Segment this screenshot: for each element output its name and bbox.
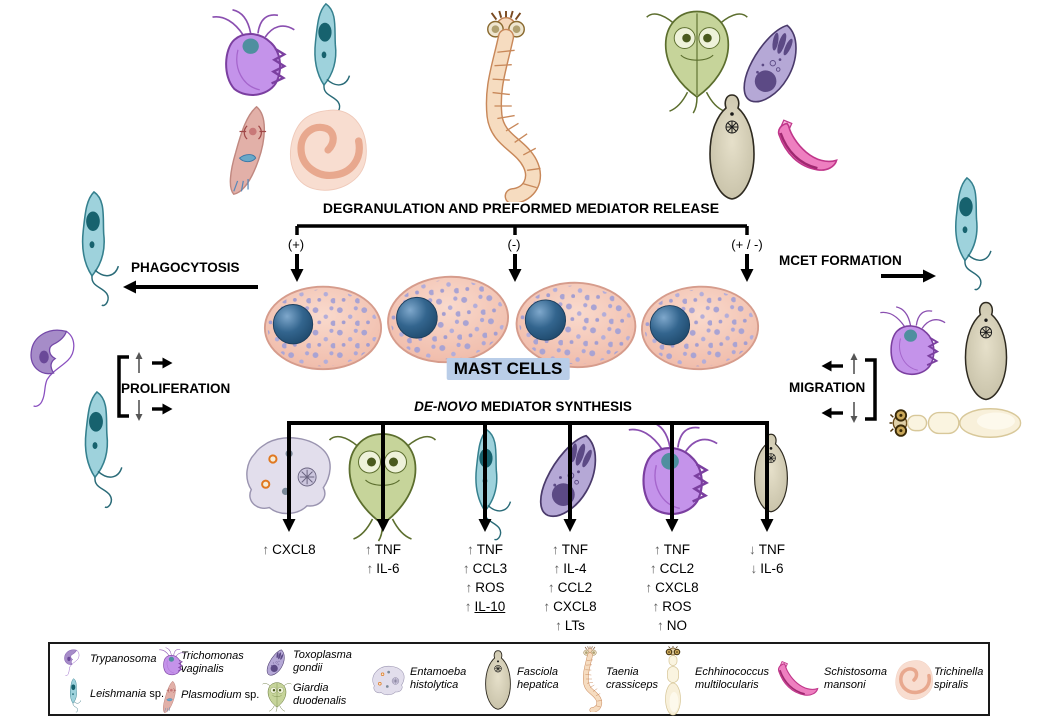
legend-label: Plasmodium sp.: [181, 689, 260, 701]
mediator-line: ↑ TNF: [654, 542, 690, 557]
taenia-crassiceps-icon: [452, 10, 560, 202]
degranulation-bracket: [295, 224, 749, 235]
mast-cells-label: MAST CELLS: [446, 358, 570, 380]
legend-label: Trichinella spiralis: [934, 666, 984, 691]
plasmodium-icon: [220, 103, 278, 198]
trypanosoma-icon: [56, 648, 90, 678]
mediator-line: ↑ LTs: [555, 618, 585, 633]
legend-label: Echhinococcus multilocularis: [695, 666, 769, 691]
mediator-line: ↑ ROS: [465, 580, 505, 595]
toxoplasma-gondii-icon: [530, 430, 608, 525]
trichinella-spiralis-icon: [892, 658, 936, 702]
leishmania-icon: [928, 176, 1002, 296]
legend-label: Fasciola hepatica: [517, 666, 559, 691]
mediator-line: ↓ IL-6: [750, 561, 784, 576]
leishmania-icon: [60, 678, 86, 714]
legend-label: Trypanosoma: [90, 653, 157, 665]
sign-negative: (-): [507, 237, 521, 252]
trichomonas-vaginalis-icon: [622, 420, 722, 528]
proliferation-label: PROLIFERATION: [121, 381, 231, 396]
mediator-line: ↑ CXCL8: [262, 542, 316, 557]
fasciola-hepatica-icon: [958, 296, 1014, 406]
leishmania-icon: [456, 428, 514, 546]
fasciola-hepatica-icon: [481, 649, 515, 711]
mediator-line: ↑ CCL2: [547, 580, 593, 595]
trichomonas-vaginalis-icon: [200, 8, 305, 108]
mediator-line: ↑ NO: [657, 618, 687, 633]
echinococcus-multilocularis-icon: [886, 404, 1026, 442]
legend-label: Taenia crassiceps: [606, 666, 658, 691]
mediator-line: ↑ CXCL8: [543, 599, 597, 614]
legend-label: Trichomonas vaginalis: [181, 650, 244, 675]
schistosoma-mansoni-icon: [768, 658, 822, 704]
phagocytosis-label: PHAGOCYTOSIS: [131, 260, 240, 275]
denovo-title-italic: DE-NOVO: [414, 399, 478, 414]
plasmodium-icon: [157, 680, 183, 714]
legend-label: Entamoeba histolytica: [410, 666, 467, 691]
mast-cell: [381, 268, 515, 370]
mediator-list-entamoeba: ↑ CXCL8: [262, 540, 315, 559]
echinococcus-multilocularis-icon: [662, 646, 684, 716]
mediator-list-toxoplasma: ↑ TNF ↑ IL-4 ↑ CCL2 ↑ CXCL8 ↑ LTs: [543, 540, 596, 635]
leishmania-icon: [62, 390, 128, 514]
entamoeba-histolytica-icon: [370, 664, 408, 698]
mediator-line: ↑ IL-10: [464, 599, 506, 614]
legend-label: Leishmania sp.: [90, 688, 164, 700]
mediator-line: ↑ CCL3: [462, 561, 508, 576]
denovo-synthesis-title: DE-NOVO MEDIATOR SYNTHESIS: [414, 399, 632, 414]
fasciola-hepatica-icon: [700, 92, 764, 202]
migration-label: MIGRATION: [789, 380, 866, 395]
mediator-line: ↑ TNF: [365, 542, 401, 557]
sign-mixed: (+ / -): [731, 237, 763, 252]
mediator-list-trichomonas: ↑ TNF ↑ CCL2 ↑ CXCL8 ↑ ROS ↑ NO: [645, 540, 698, 635]
denovo-title-rest: MEDIATOR SYNTHESIS: [477, 399, 632, 414]
legend-box: Trypanosoma Leishmania sp. Trichomonas v…: [48, 642, 990, 716]
mediator-line: ↑ TNF: [552, 542, 588, 557]
schistosoma-mansoni-icon: [763, 108, 843, 190]
mediator-list-fasciola: ↓ TNF ↓ IL-6: [749, 540, 785, 578]
mast-cell: [634, 280, 765, 374]
mediator-line: ↑ CXCL8: [645, 580, 699, 595]
degranulation-title: DEGRANULATION AND PREFORMED MEDIATOR REL…: [322, 200, 720, 216]
mediator-list-leishmania: ↑ TNF ↑ CCL3 ↑ ROS ↑ IL-10: [463, 540, 507, 616]
mediator-line: ↑ ROS: [652, 599, 692, 614]
mediator-line: ↑ TNF: [466, 542, 503, 557]
trichomonas-vaginalis-icon: [876, 295, 948, 395]
sign-positive: (+): [287, 237, 305, 252]
legend-label: Toxoplasma gondii: [293, 649, 352, 674]
mast-cell: [262, 282, 384, 372]
leishmania-icon: [60, 190, 124, 312]
mcet-formation-label: MCET FORMATION: [779, 253, 902, 268]
mediator-line: ↑ IL-4: [553, 561, 587, 576]
mediator-line: ↑ CCL2: [649, 561, 695, 576]
toxoplasma-gondii-icon: [264, 648, 288, 678]
mediator-line: ↑ IL-6: [366, 561, 400, 576]
mediator-list-giardia: ↑ TNF ↑ IL-6: [365, 540, 401, 578]
legend-label: Giardia duodenalis: [293, 682, 347, 707]
taenia-crassiceps-icon: [569, 646, 611, 712]
legend-label: Schistosoma mansoni: [824, 666, 887, 691]
migration-bracket: [865, 358, 877, 421]
giardia-duodenalis-icon: [325, 424, 440, 542]
trichinella-spiralis-icon: [283, 103, 373, 197]
giardia-duodenalis-icon: [262, 678, 292, 714]
mediator-line: ↓ TNF: [749, 542, 785, 557]
fasciola-hepatica-icon: [748, 432, 794, 514]
